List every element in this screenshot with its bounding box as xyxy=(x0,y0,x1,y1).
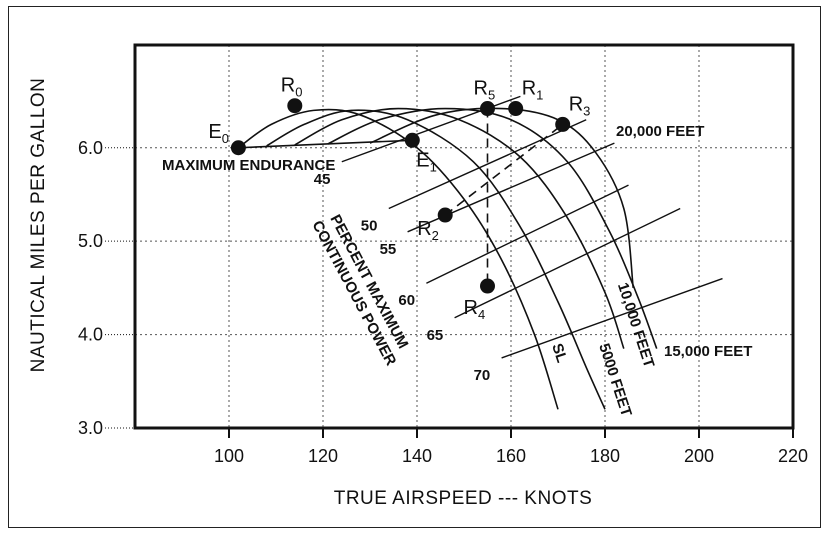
power-line-label: 60 xyxy=(398,292,415,309)
point-label: R0 xyxy=(281,75,303,100)
power-line xyxy=(454,207,681,319)
power-line xyxy=(426,184,629,284)
point-label-subscript: 1 xyxy=(536,88,543,103)
power-line-label: 65 xyxy=(427,327,444,344)
x-tick-label: 180 xyxy=(590,446,620,466)
dashed-line xyxy=(444,123,564,216)
point-marker xyxy=(508,101,524,117)
max-endurance-label: MAXIMUM ENDURANCE xyxy=(162,157,335,174)
curve-label: 15,000 FEET xyxy=(664,343,752,360)
point-marker xyxy=(437,207,453,223)
curve-label: 5000 FEET xyxy=(595,341,635,418)
y-tick-label: 4.0 xyxy=(78,325,103,345)
power-line xyxy=(388,119,587,210)
power-line-label: 45 xyxy=(314,171,331,188)
power-line xyxy=(501,277,723,359)
point-label-subscript: 5 xyxy=(488,88,495,103)
curve-label: SL xyxy=(548,341,570,364)
x-tick-label: 220 xyxy=(778,446,808,466)
grid xyxy=(135,45,794,429)
max-endurance-line xyxy=(238,139,413,149)
point-marker xyxy=(404,132,420,148)
plot-area-border xyxy=(133,43,795,430)
point-label-subscript: 3 xyxy=(583,103,590,118)
y-tick-label: 3.0 xyxy=(78,418,103,438)
point-marker xyxy=(555,116,571,132)
x-tick-label: 100 xyxy=(214,446,244,466)
point-label: R5 xyxy=(474,78,496,103)
point-marker xyxy=(230,140,246,156)
x-tick-label: 200 xyxy=(684,446,714,466)
chart-frame xyxy=(8,6,821,528)
point-label: R1 xyxy=(522,78,544,103)
point-marker xyxy=(480,278,495,294)
point-marker xyxy=(287,98,303,114)
point-label: R4 xyxy=(464,297,486,322)
point-label: E0 xyxy=(208,121,229,146)
power-line-label: 50 xyxy=(361,217,378,234)
point-label-subscript: 1 xyxy=(430,159,437,174)
power-line-label: 70 xyxy=(474,367,491,384)
y-axis-label: NAUTICAL MILES PER GALLON xyxy=(28,78,49,373)
x-tick-label: 140 xyxy=(402,446,432,466)
point-label-subscript: 4 xyxy=(478,307,485,322)
point-marker xyxy=(480,101,495,117)
power-line-label: 55 xyxy=(380,241,397,258)
altitude-curve xyxy=(294,107,625,349)
point-label: R3 xyxy=(569,93,591,118)
x-tick-label: 120 xyxy=(308,446,338,466)
point-label-subscript: 0 xyxy=(222,131,229,146)
point-label-subscript: 0 xyxy=(295,85,302,100)
point-label-subscript: 2 xyxy=(432,228,439,243)
y-tick-label: 6.0 xyxy=(78,138,103,158)
point-label: R2 xyxy=(417,218,439,243)
dashed-lines xyxy=(444,108,564,287)
point-label: E1 xyxy=(416,149,437,174)
curve-label: 20,000 FEET xyxy=(616,123,704,140)
x-tick-label: 160 xyxy=(496,446,526,466)
altitude-curve xyxy=(237,108,559,410)
x-axis-label: TRUE AIRSPEED --- KNOTS xyxy=(334,488,593,509)
curve-label: 10,000 FEET xyxy=(614,281,657,370)
y-tick-label: 5.0 xyxy=(78,231,103,251)
